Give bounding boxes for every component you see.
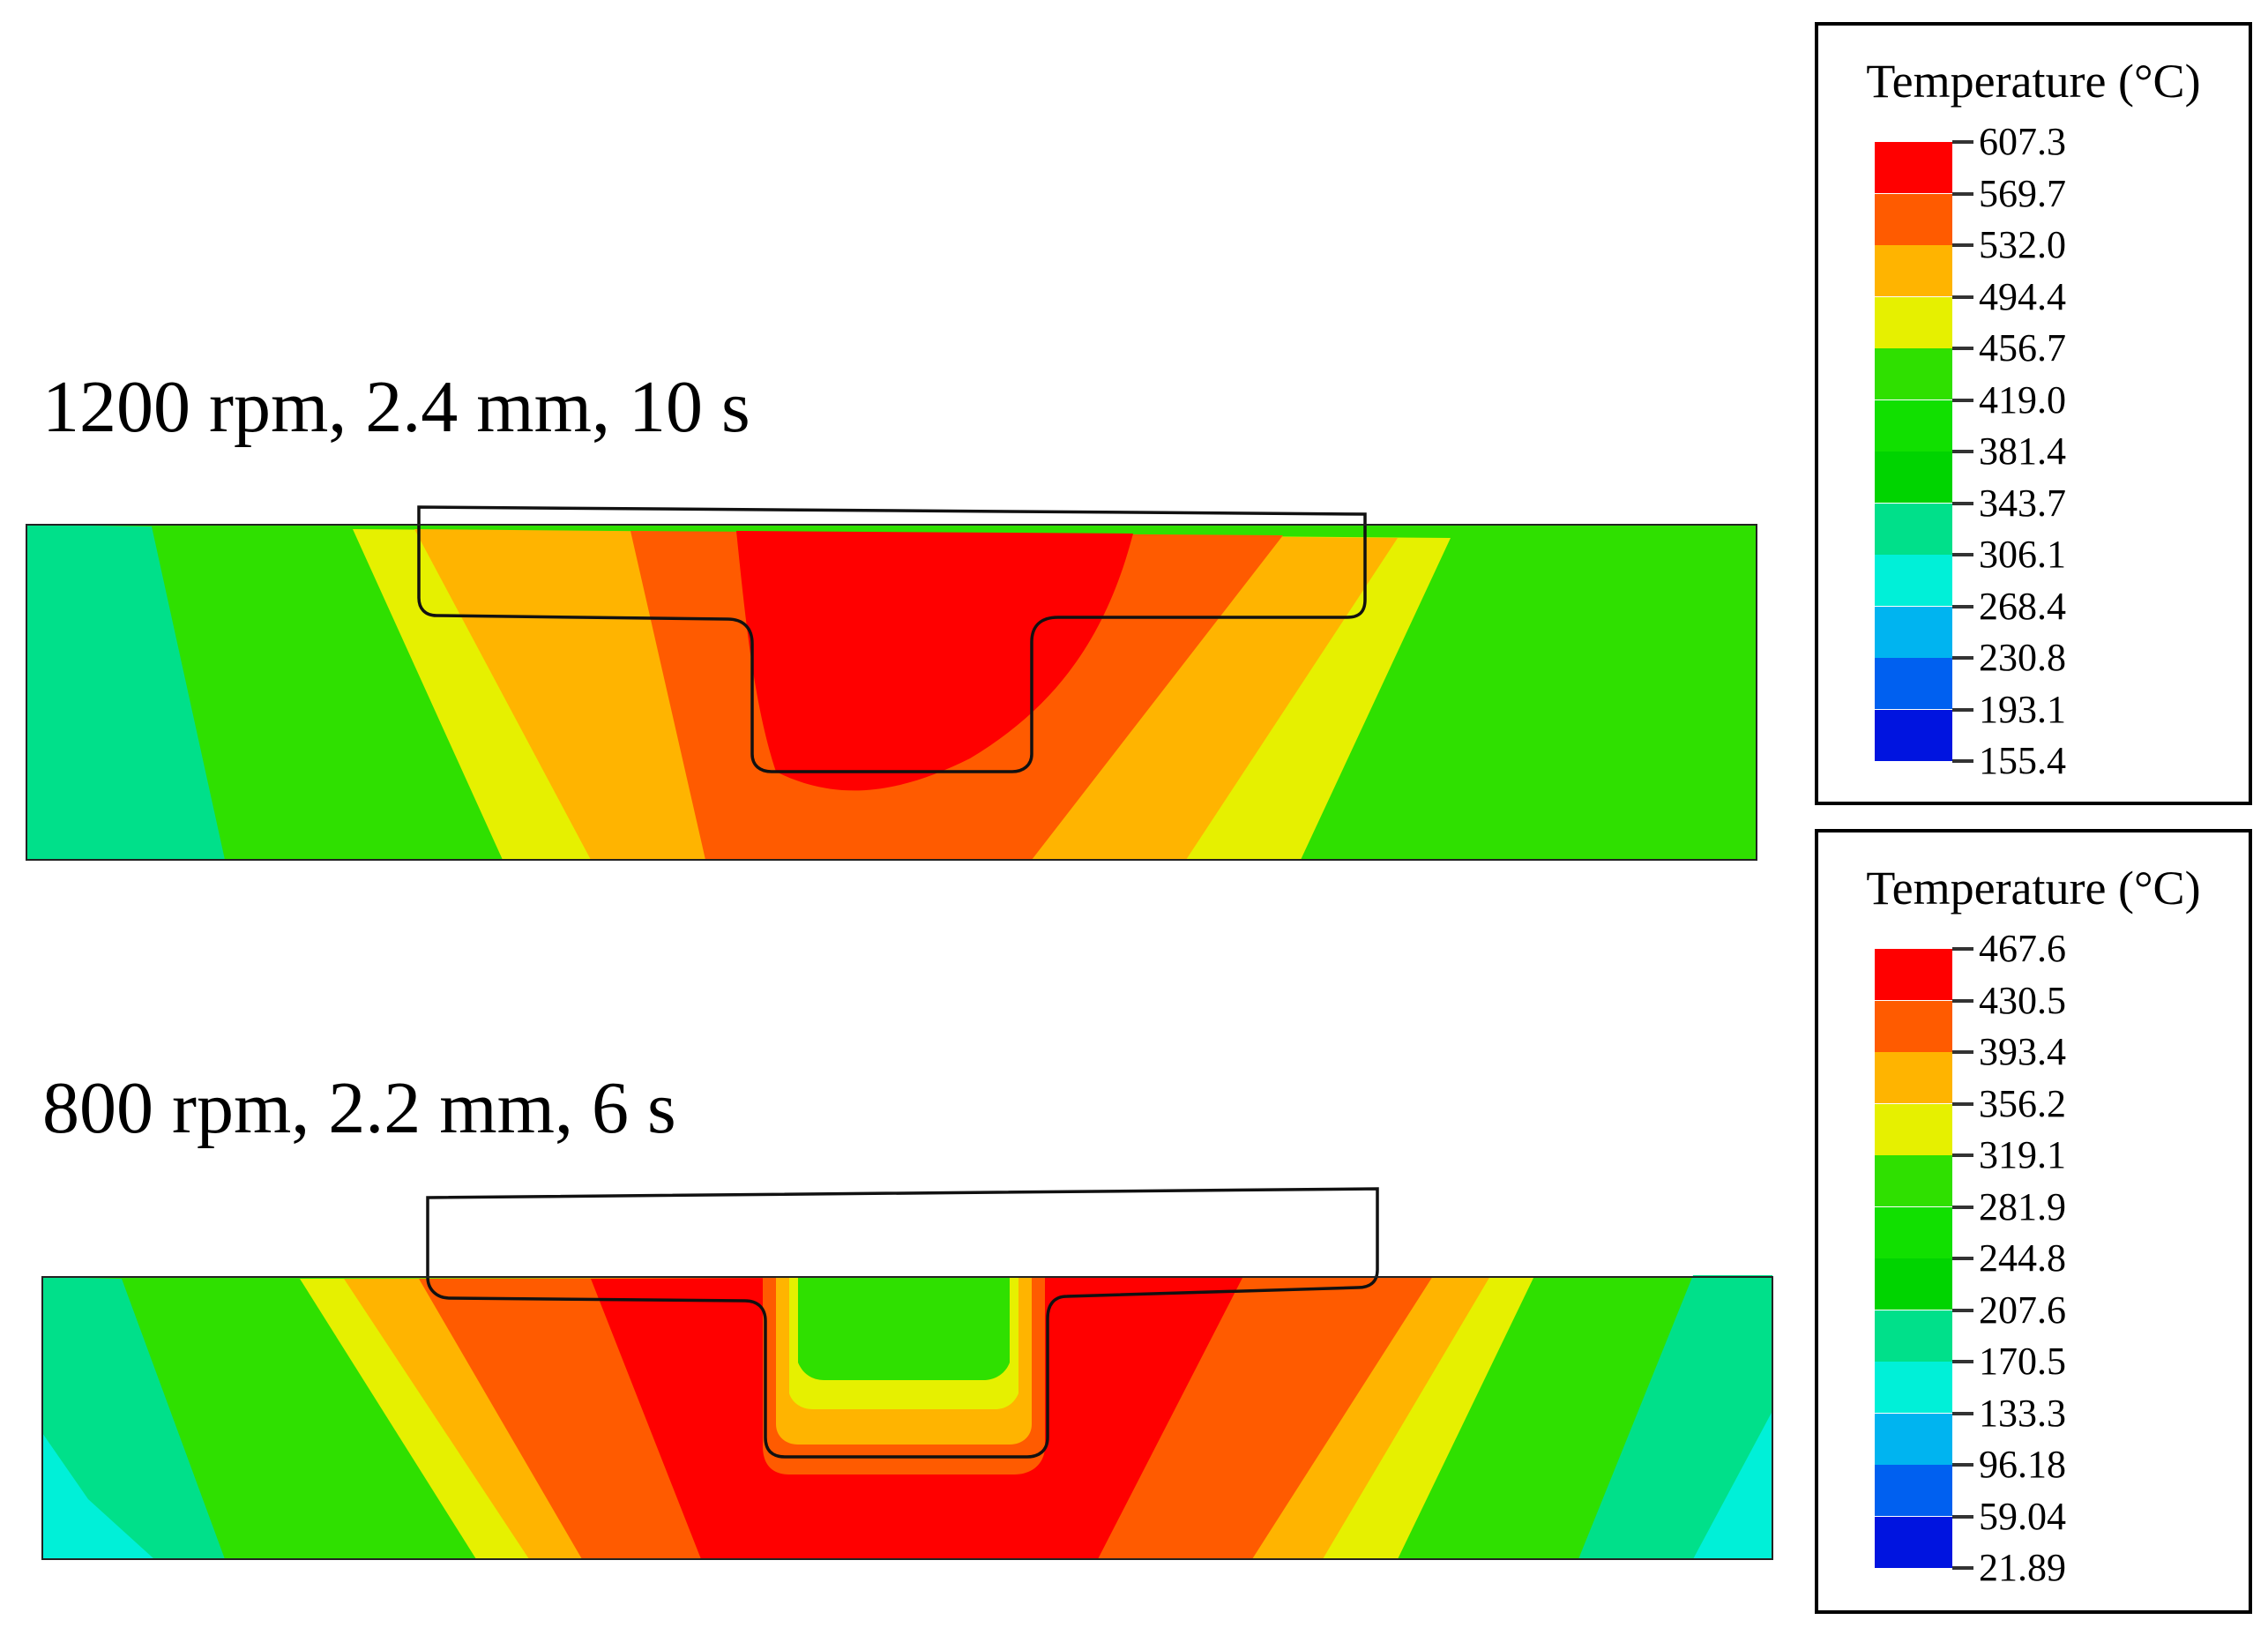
legend-title: Temperature (°C) xyxy=(1866,862,2201,915)
contour-plots xyxy=(26,505,1773,1560)
tick-mark xyxy=(1952,998,1973,1003)
color-swatch xyxy=(1875,949,1952,1000)
tick-mark xyxy=(1952,947,1973,951)
tick-mark xyxy=(1952,1101,1973,1106)
tick-label: 343.7 xyxy=(1979,481,2066,525)
color-swatch xyxy=(1875,348,1952,399)
tick-mark xyxy=(1952,191,1973,196)
color-swatch xyxy=(1875,296,1952,348)
color-swatch xyxy=(1875,1052,1952,1103)
tick-mark xyxy=(1952,656,1973,660)
tick-mark xyxy=(1952,295,1973,299)
tick-label: 268.4 xyxy=(1979,584,2066,628)
tick-mark xyxy=(1952,501,1973,505)
colorbar-legend-bottom: Temperature (°C) 467.6 430.5 393.4 356.2 319… xyxy=(1815,829,2252,1614)
color-swatch xyxy=(1875,1206,1952,1258)
color-swatch xyxy=(1875,142,1952,193)
tick-label: 532.0 xyxy=(1979,223,2066,266)
tick-mark xyxy=(1952,759,1973,763)
tick-label: 430.5 xyxy=(1979,978,2066,1022)
tick-label: 569.7 xyxy=(1979,171,2066,215)
color-swatch xyxy=(1875,503,1952,555)
color-swatch xyxy=(1875,1516,1952,1568)
tick-label: 607.3 xyxy=(1979,120,2066,163)
tick-mark xyxy=(1952,553,1973,556)
colorbar-legend-top: Temperature (°C) 607.3 569.7 532.0 494.4 456… xyxy=(1815,22,2252,805)
tick-label: 207.6 xyxy=(1979,1288,2066,1332)
tick-label: 281.9 xyxy=(1979,1184,2066,1228)
tick-label: 319.1 xyxy=(1979,1133,2066,1176)
tool-outline-top xyxy=(417,505,1367,773)
tick-mark xyxy=(1952,1257,1973,1260)
tick-label: 21.89 xyxy=(1979,1546,2066,1589)
tick-label: 193.1 xyxy=(1979,687,2066,731)
tick-label: 230.8 xyxy=(1979,636,2066,679)
case-label-bottom: 800 rpm, 2.2 mm, 6 s xyxy=(42,1067,676,1149)
tick-label: 393.4 xyxy=(1979,1030,2066,1073)
tick-mark xyxy=(1952,140,1973,144)
tick-label: 59.04 xyxy=(1979,1494,2066,1538)
tick-label: 244.8 xyxy=(1979,1236,2066,1280)
color-swatch xyxy=(1875,1103,1952,1155)
tick-mark xyxy=(1952,1411,1973,1415)
temperature-field-bottom xyxy=(41,1187,1773,1560)
color-swatch xyxy=(1875,1465,1952,1516)
color-swatch xyxy=(1875,1310,1952,1362)
color-swatch xyxy=(1875,1258,1952,1310)
tick-mark xyxy=(1952,1050,1973,1054)
tick-mark xyxy=(1952,347,1973,350)
tick-label: 419.0 xyxy=(1979,377,2066,422)
tick-label: 467.6 xyxy=(1979,927,2066,970)
color-swatch xyxy=(1875,658,1952,709)
tick-mark xyxy=(1952,1153,1973,1157)
tick-mark xyxy=(1952,1514,1973,1519)
tick-mark xyxy=(1952,1463,1973,1467)
tick-label: 381.4 xyxy=(1979,429,2066,473)
tick-mark xyxy=(1952,707,1973,712)
tick-label: 96.18 xyxy=(1979,1443,2066,1486)
color-swatch xyxy=(1875,555,1952,606)
tick-label: 494.4 xyxy=(1979,274,2066,318)
color-swatch xyxy=(1875,452,1952,503)
color-swatch xyxy=(1875,399,1952,452)
tick-mark xyxy=(1952,1308,1973,1312)
legend-title: Temperature (°C) xyxy=(1866,55,2201,108)
color-swatch xyxy=(1875,1155,1952,1206)
tick-label: 170.5 xyxy=(1979,1340,2066,1383)
color-swatch xyxy=(1875,1000,1952,1052)
tick-label: 133.3 xyxy=(1979,1391,2066,1435)
color-swatch xyxy=(1875,709,1952,761)
tick-mark xyxy=(1952,1205,1973,1209)
tick-mark xyxy=(1952,398,1973,402)
tick-label: 306.1 xyxy=(1979,533,2066,576)
tick-label: 456.7 xyxy=(1979,326,2066,370)
tick-label: 356.2 xyxy=(1979,1081,2066,1125)
tick-mark xyxy=(1952,450,1973,453)
color-swatch xyxy=(1875,193,1952,245)
tick-label: 155.4 xyxy=(1979,739,2066,782)
temperature-field-top xyxy=(26,505,1757,861)
color-swatch xyxy=(1875,1362,1952,1413)
tick-mark xyxy=(1952,1566,1973,1570)
tick-mark xyxy=(1952,243,1973,247)
case-label-top: 1200 rpm, 2.4 mm, 10 s xyxy=(42,366,750,448)
tool-outline-bottom xyxy=(426,1187,1379,1459)
tick-mark xyxy=(1952,1360,1973,1363)
color-swatch xyxy=(1875,245,1952,296)
tick-mark xyxy=(1952,604,1973,608)
color-swatch xyxy=(1875,1413,1952,1465)
color-swatch xyxy=(1875,606,1952,658)
